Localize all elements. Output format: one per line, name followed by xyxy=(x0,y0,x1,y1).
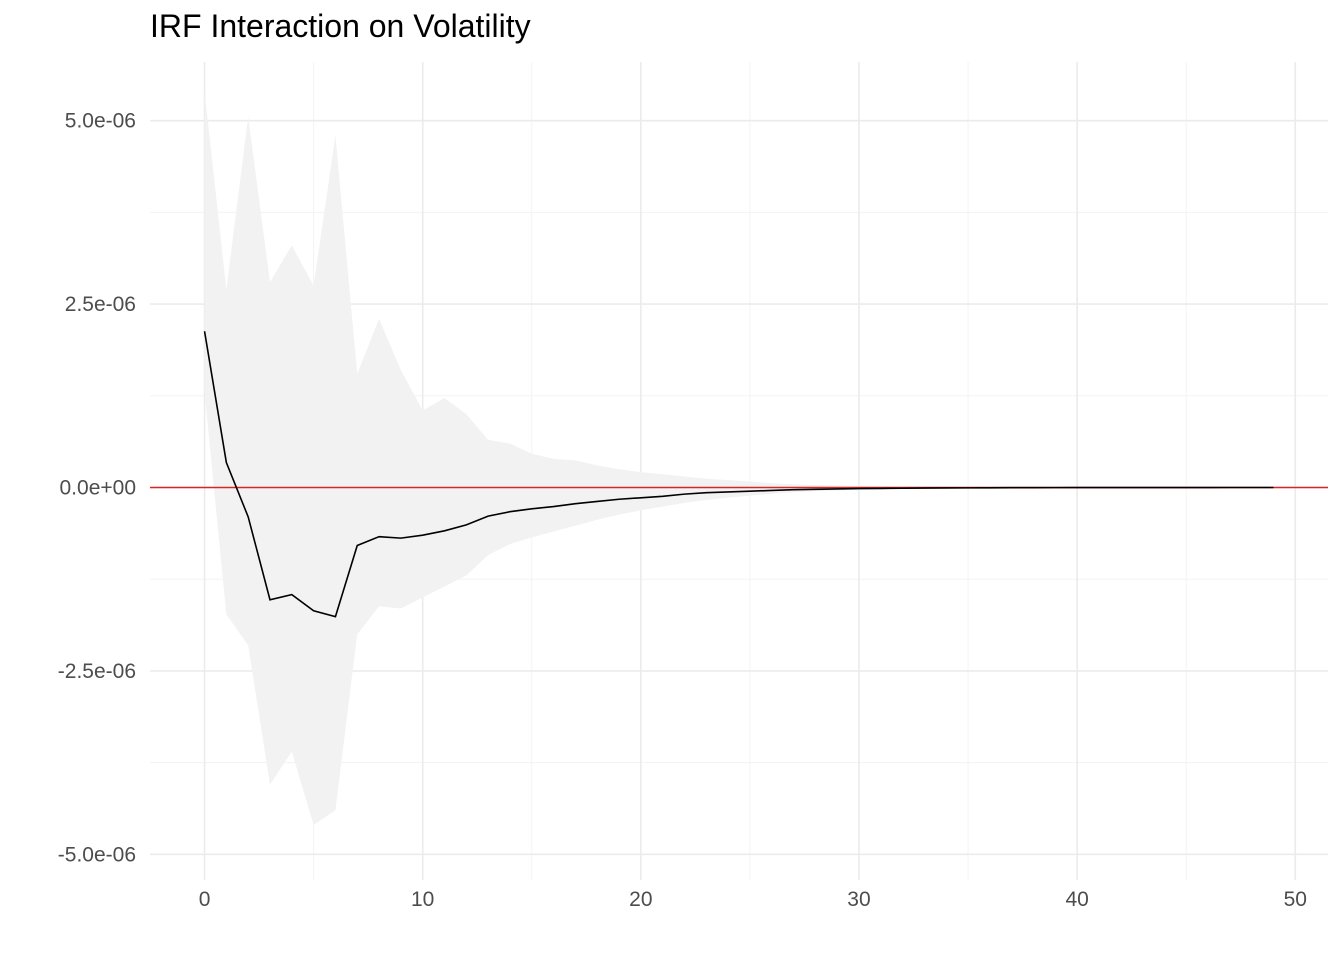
irf-point xyxy=(1185,487,1187,489)
x-tick-label: 30 xyxy=(847,888,870,911)
irf-point xyxy=(749,490,751,492)
irf-point xyxy=(1011,487,1013,489)
irf-point xyxy=(334,616,336,618)
irf-point xyxy=(574,503,576,505)
irf-point xyxy=(509,511,511,513)
y-tick-label: -5.0e-06 xyxy=(58,843,136,866)
irf-point xyxy=(422,534,424,536)
irf-point xyxy=(400,537,402,539)
chart-title: IRF Interaction on Volatility xyxy=(150,8,531,44)
irf-point xyxy=(291,594,293,596)
irf-point xyxy=(1229,487,1231,489)
irf-point xyxy=(618,498,620,500)
irf-point xyxy=(902,487,904,489)
irf-point xyxy=(683,493,685,495)
x-tick-label: 40 xyxy=(1065,888,1088,911)
irf-point xyxy=(923,487,925,489)
x-tick-label: 50 xyxy=(1284,888,1307,911)
irf-point xyxy=(771,489,773,491)
irf-point xyxy=(1076,487,1078,489)
irf-point xyxy=(378,536,380,538)
irf-point xyxy=(531,508,533,510)
y-tick-label: 5.0e-06 xyxy=(65,110,136,133)
irf-point xyxy=(705,492,707,494)
irf-series-line xyxy=(203,331,1274,618)
irf-point xyxy=(553,506,555,508)
irf-point xyxy=(204,330,206,332)
irf-point xyxy=(269,599,271,601)
irf-point xyxy=(945,487,947,489)
irf-point xyxy=(247,516,249,518)
irf-point xyxy=(596,500,598,502)
irf-point xyxy=(1142,487,1144,489)
irf-point xyxy=(313,610,315,612)
x-tick-label: 20 xyxy=(629,888,652,911)
y-axis-tick-labels: -5.0e-06 -2.5e-06 0.0e+00 2.5e-06 5.0e-06 xyxy=(58,110,136,867)
irf-point xyxy=(1120,487,1122,489)
irf-point xyxy=(814,488,816,490)
irf-point xyxy=(444,530,446,532)
irf-point xyxy=(356,544,358,546)
x-tick-label: 10 xyxy=(411,888,434,911)
irf-point xyxy=(465,524,467,526)
irf-point xyxy=(967,487,969,489)
irf-point xyxy=(640,497,642,499)
x-tick-label: 0 xyxy=(199,888,211,911)
irf-point xyxy=(836,488,838,490)
irf-point xyxy=(793,489,795,491)
irf-point xyxy=(1163,487,1165,489)
irf-point xyxy=(727,491,729,493)
confidence-band xyxy=(204,91,1274,825)
y-tick-label: 2.5e-06 xyxy=(65,293,136,316)
x-axis-tick-labels: 0 10 20 30 40 50 xyxy=(199,888,1307,911)
irf-point xyxy=(487,515,489,517)
irf-point xyxy=(1098,487,1100,489)
irf-point xyxy=(1033,487,1035,489)
irf-point xyxy=(858,488,860,490)
irf-point xyxy=(225,462,227,464)
y-tick-label: 0.0e+00 xyxy=(60,477,137,500)
irf-point xyxy=(1272,487,1274,489)
irf-point xyxy=(880,487,882,489)
y-tick-label: -2.5e-06 xyxy=(58,660,136,683)
irf-point xyxy=(1054,487,1056,489)
irf-point xyxy=(1251,487,1253,489)
irf-point xyxy=(1207,487,1209,489)
irf-point xyxy=(662,495,664,497)
irf-point xyxy=(989,487,991,489)
